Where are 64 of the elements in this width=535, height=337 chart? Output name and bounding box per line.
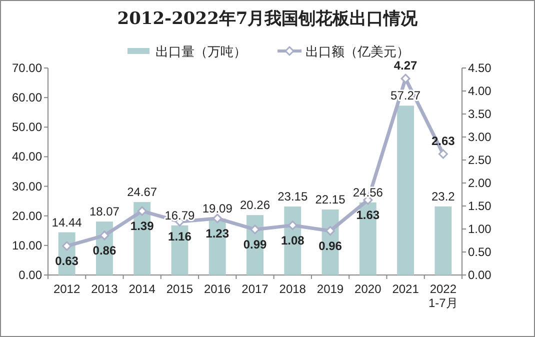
data-label: 0.99 (243, 237, 267, 252)
y2-tick-label: 1.50 (468, 199, 492, 213)
y2-tick-label: 3.00 (468, 130, 492, 144)
x-tick-label: 2015 (166, 282, 194, 296)
y-tick-label: 60.00 (12, 90, 42, 105)
point (438, 149, 448, 159)
data-label: 1.08 (280, 233, 305, 248)
y2-tick-label: 1.00 (468, 222, 492, 236)
data-label: 22.15 (315, 192, 346, 206)
data-label: 23.2 (432, 189, 456, 204)
data-label: 23.15 (278, 190, 308, 204)
bar (434, 206, 452, 275)
y2-tick-label: 4.50 (468, 61, 492, 75)
data-label: 1.63 (356, 208, 380, 222)
data-label: 14.44 (52, 215, 82, 230)
data-label: 0.86 (92, 243, 116, 258)
x-tick-label: 2021 (392, 282, 420, 296)
y2-tick-label: 4.00 (468, 84, 492, 98)
data-label: 16.79 (164, 208, 196, 222)
point (137, 206, 147, 216)
y2-tick-label: 3.50 (468, 107, 492, 121)
x-tick-label: 2016 (204, 282, 232, 296)
bar (397, 106, 414, 275)
data-label: 4.27 (394, 58, 418, 73)
data-label: 19.09 (202, 202, 233, 216)
legend-label: 出口额（亿美元） (306, 44, 410, 59)
data-label: 2.63 (432, 134, 456, 148)
data-label: 1.39 (130, 219, 154, 234)
point (100, 230, 110, 240)
chart-title: 2012-2022年7月我国刨花板出口情况 (117, 9, 419, 29)
data-label: 24.67 (127, 185, 158, 200)
x-tick-label: 2018 (279, 282, 306, 296)
point (288, 220, 298, 230)
data-label: 1.23 (206, 226, 230, 240)
data-label: 24.56 (352, 185, 384, 200)
y-tick-label: 10.00 (12, 238, 42, 252)
point (250, 224, 260, 234)
x-tick-label: 2014 (128, 282, 156, 296)
x-tick-label: 2020 (354, 282, 382, 296)
y2-tick-label: 2.50 (468, 153, 492, 167)
data-label: 0.96 (318, 238, 342, 253)
y2-tick-label: 0.50 (468, 245, 492, 259)
y2-tick-label: 2.00 (468, 176, 492, 190)
y-tick-label: 70.00 (12, 61, 42, 75)
y-tick-label: 30.00 (12, 179, 42, 194)
y2-tick-label: 0.00 (468, 268, 492, 282)
x-tick-label: 2017 (242, 282, 269, 296)
y-tick-label: 40.00 (12, 150, 42, 164)
legend-label: 出口量（万吨） (156, 44, 246, 59)
point (62, 241, 72, 251)
y-tick-label: 50.00 (12, 120, 42, 134)
x-tick-label: 2012 (53, 282, 80, 296)
data-label: 18.07 (89, 204, 120, 219)
point (212, 214, 222, 224)
x-tick-label: 2019 (316, 282, 344, 296)
point (326, 226, 336, 236)
data-label: 57.27 (390, 88, 421, 103)
y-tick-label: 0.00 (18, 268, 42, 282)
x-tick-label: 2022 1-7月 (428, 282, 458, 310)
data-label: 1.16 (168, 230, 192, 244)
x-tick-label: 2013 (91, 282, 118, 296)
data-label: 20.26 (240, 198, 270, 212)
data-label: 0.63 (55, 254, 79, 268)
y-tick-label: 20.00 (12, 208, 42, 223)
